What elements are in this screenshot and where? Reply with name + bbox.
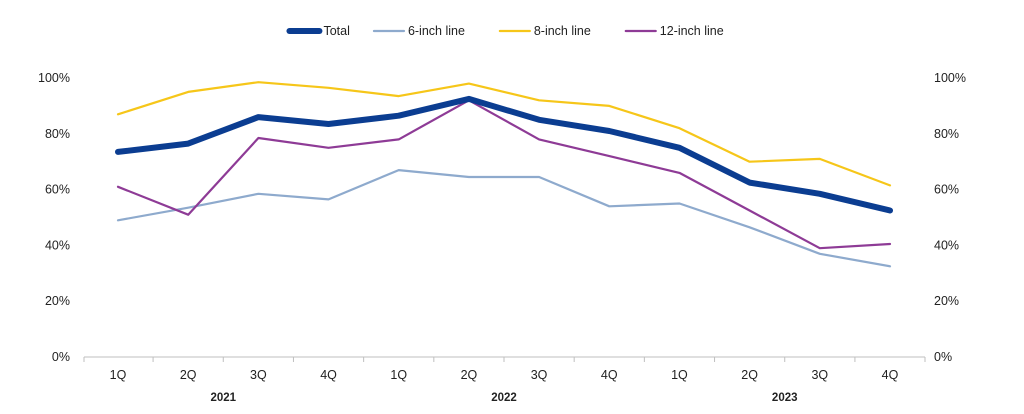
y-tick-label-right: 20% <box>934 294 959 308</box>
x-group-label: 2023 <box>772 392 798 404</box>
legend-label: 12-inch line <box>660 24 724 38</box>
x-tick-label: 4Q <box>601 368 618 382</box>
y-tick-label-right: 60% <box>934 183 959 197</box>
x-group-label: 2022 <box>491 392 517 404</box>
y-tick-label-left: 40% <box>45 238 70 252</box>
x-tick-label: 2Q <box>461 368 478 382</box>
x-tick-label: 2Q <box>741 368 758 382</box>
y-tick-label-right: 0% <box>934 350 952 364</box>
legend-label: 6-inch line <box>408 24 465 38</box>
series-line-12-inch-line <box>116 99 892 250</box>
legend-label: Total <box>323 24 349 38</box>
x-tick-label: 2Q <box>180 368 197 382</box>
series-line-total <box>115 95 893 214</box>
series-line-8-inch-line <box>116 81 892 187</box>
legend-item-8-inch-line: 8-inch line <box>498 24 591 38</box>
y-tick-label-left: 0% <box>52 350 70 364</box>
y-tick-label-right: 40% <box>934 238 959 252</box>
x-group-label: 2021 <box>210 392 236 404</box>
chart-legend: Total 6-inch line 8-inch line 12-inch line <box>286 24 724 38</box>
x-tick-label: 1Q <box>110 368 127 382</box>
y-tick-label-left: 60% <box>45 183 70 197</box>
chart-plot-area <box>115 81 893 268</box>
y-tick-label-left: 100% <box>38 71 70 85</box>
y-tick-label-left: 20% <box>45 294 70 308</box>
x-tick-label: 3Q <box>811 368 828 382</box>
x-tick-label: 1Q <box>671 368 688 382</box>
x-tick-label: 3Q <box>250 368 267 382</box>
y-tick-label-left: 80% <box>45 127 70 141</box>
legend-label: 8-inch line <box>534 24 591 38</box>
x-tick-label: 4Q <box>882 368 899 382</box>
x-tick-label: 4Q <box>320 368 337 382</box>
series-line-6-inch-line <box>116 169 892 268</box>
x-tick-label: 1Q <box>390 368 407 382</box>
chart-axes: 0% 0% 20% 20% 40% 40% 60% 60% 80% 80% 100% 100% 1Q 2Q… <box>38 71 966 404</box>
y-tick-label-right: 100% <box>934 71 966 85</box>
x-tick-label: 3Q <box>531 368 548 382</box>
y-tick-label-right: 80% <box>934 127 959 141</box>
legend-item-total: Total <box>286 24 350 38</box>
legend-item-12-inch-line: 12-inch line <box>624 24 724 38</box>
legend-item-6-inch-line: 6-inch line <box>372 24 465 38</box>
